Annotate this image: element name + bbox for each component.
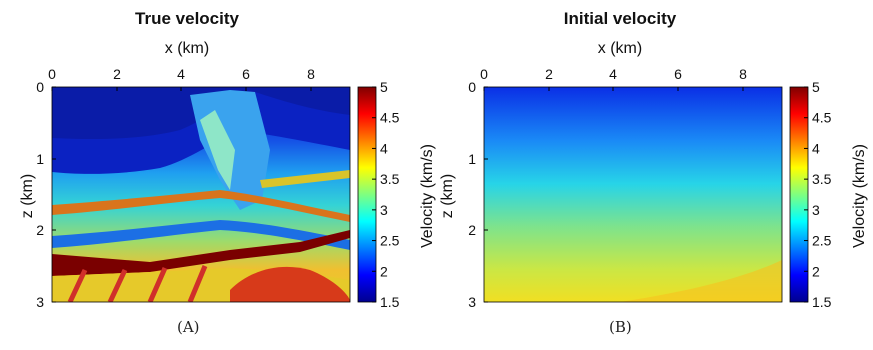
panel-b: Initial velocity x (km) z (km) 0 2 4 6 8… xyxy=(439,9,868,310)
colorbar-tick-label: 2 xyxy=(812,263,820,279)
heatmap-initial-velocity xyxy=(484,87,782,302)
x-tick-label: 6 xyxy=(242,66,250,82)
x-tick-label: 0 xyxy=(48,66,56,82)
x-tick-label: 4 xyxy=(609,66,617,82)
colorbar-tick-label: 2 xyxy=(380,263,388,279)
colorbar-tick-label: 5 xyxy=(812,79,820,95)
y-tick-label: 3 xyxy=(468,294,476,310)
y-tick-label: 0 xyxy=(468,79,476,95)
x-axis-label: x (km) xyxy=(165,40,209,57)
colorbar-label: Velocity (km/s) xyxy=(419,144,436,248)
caption-a: (A) xyxy=(177,318,200,336)
chart-title: True velocity xyxy=(135,9,239,28)
y-tick-label: 3 xyxy=(36,294,44,310)
y-axis-label: z (km) xyxy=(439,174,456,218)
colorbar-tick-label: 5 xyxy=(380,79,388,95)
caption-b: (B) xyxy=(609,318,632,336)
colorbar-tick-label: 3.5 xyxy=(380,171,400,187)
y-tick-label: 0 xyxy=(36,79,44,95)
colorbar-a: 5 4.5 4 3.5 3 2.5 2 1.5 Velocity (km/s) xyxy=(357,79,436,310)
chart-title: Initial velocity xyxy=(564,9,677,28)
x-tick-label: 6 xyxy=(674,66,682,82)
y-tick-label: 1 xyxy=(468,151,476,167)
y-ticks: 0 1 2 3 xyxy=(468,79,488,310)
colorbar-tick-label: 4.5 xyxy=(380,110,400,126)
colorbar-tick-label: 2.5 xyxy=(812,233,832,249)
colorbar-tick-label: 1.5 xyxy=(812,294,832,310)
x-tick-label: 2 xyxy=(113,66,121,82)
colorbar-b: 5 4.5 4 3.5 3 2.5 2 1.5 Velocity (km/s) xyxy=(789,79,868,310)
y-ticks: 0 1 2 3 xyxy=(36,79,56,310)
y-tick-label: 1 xyxy=(36,151,44,167)
x-axis-label: x (km) xyxy=(598,40,642,57)
y-axis-label: z (km) xyxy=(19,174,36,218)
colorbar-label: Velocity (km/s) xyxy=(851,144,868,248)
colorbar-tick-label: 2.5 xyxy=(380,233,400,249)
colorbar-tick-label: 3 xyxy=(812,202,820,218)
panel-a: True velocity x (km) z (km) xyxy=(19,9,436,310)
x-ticks: 0 2 4 6 8 xyxy=(480,66,747,91)
x-tick-label: 0 xyxy=(480,66,488,82)
colorbar-tick-label: 3.5 xyxy=(812,171,832,187)
y-tick-label: 2 xyxy=(36,222,44,238)
colorbar-tick-label: 3 xyxy=(380,202,388,218)
x-tick-label: 2 xyxy=(545,66,553,82)
colorbar-tick-label: 4 xyxy=(380,140,388,156)
y-tick-label: 2 xyxy=(468,222,476,238)
colorbar-tick-label: 4.5 xyxy=(812,110,832,126)
x-tick-label: 4 xyxy=(177,66,185,82)
x-ticks: 0 2 4 6 8 xyxy=(48,66,315,91)
x-tick-label: 8 xyxy=(739,66,747,82)
x-tick-label: 8 xyxy=(307,66,315,82)
heatmap-true-velocity xyxy=(52,87,350,302)
colorbar-tick-label: 1.5 xyxy=(380,294,400,310)
colorbar-tick-label: 4 xyxy=(812,140,820,156)
